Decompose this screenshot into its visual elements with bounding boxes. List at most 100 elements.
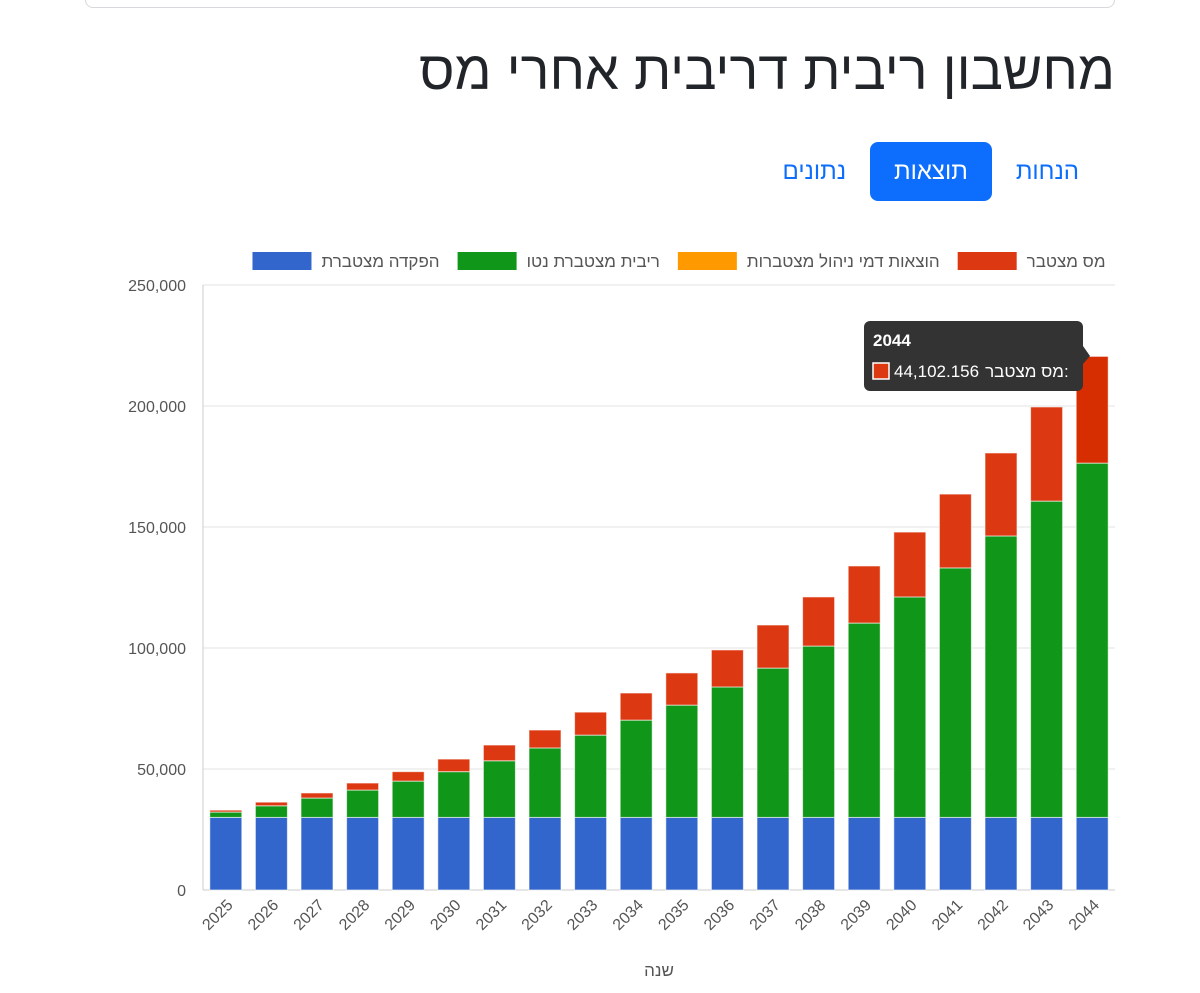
bar-interest-2028 [346, 789, 380, 818]
bar-tax-2039 [847, 565, 881, 624]
bar-tax-2028 [346, 782, 380, 791]
x-tick-label: 2027 [291, 897, 328, 934]
y-tick-label: 250,000 [128, 278, 186, 295]
bar-tax-2038 [802, 596, 836, 647]
bar-deposit-2038 [802, 816, 836, 891]
bar-deposit-2032 [528, 816, 562, 891]
bar-deposit-2026 [254, 816, 288, 891]
tab-assumptions[interactable]: הנחות [1015, 158, 1079, 185]
bar-deposit-2028 [346, 816, 380, 891]
tooltip: 2044 44,102.156 מס מצטבר: [864, 321, 1090, 391]
bar-interest-2039 [847, 622, 881, 818]
bar-interest-2043 [1030, 500, 1064, 818]
legend-label-tax: מס מצטבר [1027, 252, 1106, 271]
legend-label-interest: ריבית מצטברת נטו [527, 252, 660, 271]
x-tick-label: 2026 [245, 897, 282, 934]
bar-tax-2030 [437, 758, 471, 773]
tooltip-box [864, 321, 1083, 391]
bar-interest-2025 [209, 811, 243, 818]
bar-interest-2033 [574, 734, 608, 818]
bar-interest-2044 [1075, 462, 1109, 818]
bar-interest-2041 [938, 567, 972, 818]
x-tick-label: 2032 [519, 897, 556, 934]
bar-deposit-2030 [437, 816, 471, 891]
bar-tax-2037 [756, 624, 790, 669]
x-tick-label: 2034 [610, 897, 647, 934]
y-tick-label: 0 [177, 883, 186, 900]
bar-deposit-2029 [391, 816, 425, 891]
bar-deposit-2044 [1075, 816, 1109, 891]
bar-interest-2042 [984, 535, 1018, 818]
bar-interest-2032 [528, 747, 562, 818]
y-tick-label: 50,000 [137, 762, 186, 779]
x-tick-label: 2041 [929, 897, 966, 934]
bar-deposit-2025 [209, 816, 243, 891]
bar-tax-2026 [254, 801, 288, 807]
tooltip-label: מס מצטבר: [985, 362, 1069, 381]
y-tick-label: 200,000 [128, 399, 186, 416]
bar-deposit-2035 [665, 816, 699, 891]
bar-interest-2029 [391, 780, 425, 818]
tooltip-title: 2044 [873, 331, 911, 350]
bar-tax-2036 [710, 649, 744, 688]
bar-interest-2035 [665, 704, 699, 818]
tab-data[interactable]: נתונים [782, 158, 847, 185]
x-tick-label: 2029 [382, 897, 419, 934]
bar-tax-2031 [482, 744, 516, 762]
legend-swatch-interest [457, 252, 517, 270]
x-tick-label: 2031 [473, 897, 510, 934]
bar-tax-2029 [391, 771, 425, 782]
bar-deposit-2034 [619, 816, 653, 891]
legend-swatch-deposit [252, 252, 312, 270]
legend-swatch-fees [677, 252, 737, 270]
bar-deposit-2043 [1030, 816, 1064, 891]
bar-interest-2030 [437, 771, 471, 818]
bar-deposit-2042 [984, 816, 1018, 891]
bar-interest-2037 [756, 667, 790, 818]
tooltip-swatch [872, 362, 890, 380]
tabs: נתונים תוצאות הנחות [759, 142, 1103, 201]
bar-interest-2036 [710, 686, 744, 818]
bar-interest-2026 [254, 805, 288, 818]
x-tick-label: 2040 [883, 897, 920, 934]
tab-results[interactable]: תוצאות [870, 142, 992, 201]
y-tick-label: 150,000 [128, 520, 186, 537]
legend-label-fees: הוצאות דמי ניהול מצטברות [747, 252, 940, 271]
y-tick-label: 100,000 [128, 641, 186, 658]
bar-deposit-2027 [300, 816, 334, 891]
bar-deposit-2037 [756, 816, 790, 891]
bar-deposit-2031 [482, 816, 516, 891]
x-axis-title: שנה [644, 961, 674, 980]
x-tick-label: 2036 [701, 897, 738, 934]
bar-tax-2043 [1030, 406, 1064, 502]
bar-interest-2038 [802, 645, 836, 818]
bar-tax-2033 [574, 711, 608, 736]
legend-swatch-tax [957, 252, 1017, 270]
bar-deposit-2040 [893, 816, 927, 891]
x-tick-label: 2033 [564, 897, 601, 934]
bar-deposit-2041 [938, 816, 972, 891]
x-tick-label: 2037 [747, 897, 784, 934]
x-tick-label: 2039 [838, 897, 875, 934]
bar-tax-2041 [938, 493, 972, 569]
tooltip-pointer [1083, 346, 1090, 364]
legend-label-deposit: הפקדה מצטברת [321, 252, 439, 271]
x-tick-label: 2028 [336, 897, 373, 934]
x-tick-label: 2043 [1020, 897, 1057, 934]
bar-interest-2027 [300, 797, 334, 818]
x-tick-label: 2035 [655, 897, 692, 934]
x-tick-label: 2038 [792, 897, 829, 934]
bar-tax-2027 [300, 792, 334, 799]
page-title: מחשבון ריבית דריבית אחרי מס [419, 41, 1115, 101]
bar-tax-2034 [619, 692, 653, 721]
bar-deposit-2039 [847, 816, 881, 891]
x-tick-label: 2030 [427, 897, 464, 934]
bar-deposit-2036 [710, 816, 744, 891]
bar-interest-2034 [619, 719, 653, 818]
bar-tax-2044 [1075, 355, 1109, 464]
bar-interest-2040 [893, 596, 927, 818]
bar-deposit-2033 [574, 816, 608, 891]
bar-tax-2025 [209, 809, 243, 813]
tooltip-value: 44,102.156 [894, 362, 979, 381]
